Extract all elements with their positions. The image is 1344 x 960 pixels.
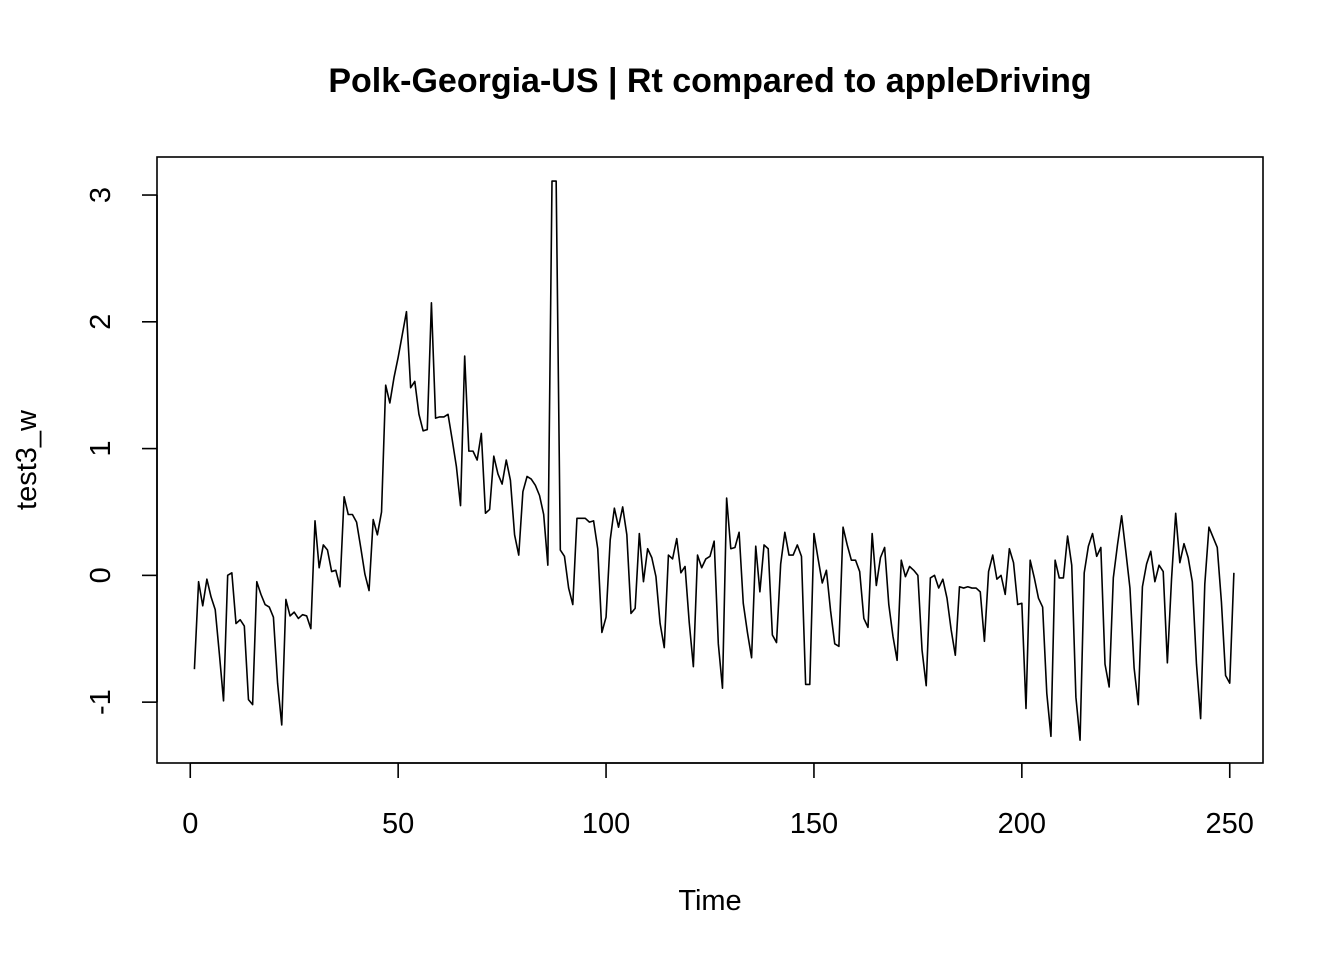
y-axis-label: test3_w (11, 409, 43, 510)
y-tick-label: 2 (85, 314, 117, 330)
plot-frame (156, 156, 1264, 764)
x-tick-label: 100 (582, 808, 630, 840)
y-tick-label: 0 (85, 567, 117, 583)
x-axis-label: Time (678, 885, 741, 917)
x-axis: 0 50 100 150 200 250 (182, 762, 1254, 840)
y-tick-label: 3 (85, 187, 117, 203)
x-tick-label: 0 (182, 808, 198, 840)
chart-title: Polk-Georgia-US | Rt compared to appleDr… (328, 62, 1091, 100)
y-tick-label: 1 (85, 441, 117, 457)
x-tick-label: 50 (382, 808, 414, 840)
x-tick-label: 250 (1206, 808, 1254, 840)
x-tick-label: 200 (998, 808, 1046, 840)
y-tick-label: -1 (85, 689, 117, 715)
y-axis: -1 0 1 2 3 (85, 187, 158, 715)
series-line (193, 180, 1235, 741)
x-tick-label: 150 (790, 808, 838, 840)
